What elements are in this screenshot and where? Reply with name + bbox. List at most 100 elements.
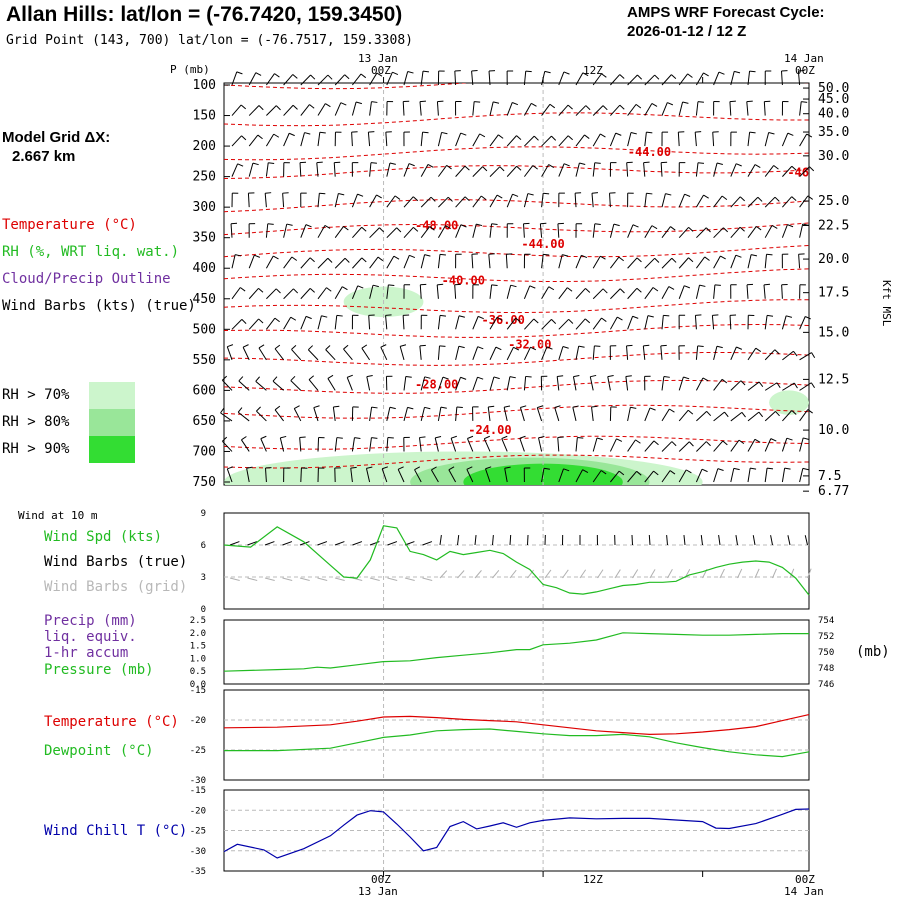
surface-grid-barb <box>667 569 673 579</box>
wind-barb-flag <box>327 257 333 263</box>
bottom-tick-00z-a: 00Z <box>371 873 391 886</box>
temp-tick-label: -25 <box>190 746 206 756</box>
wind-barb <box>747 196 759 208</box>
wind-barb-flag <box>338 193 345 196</box>
wind-barb <box>592 255 601 269</box>
wind-barb-flag <box>235 254 242 257</box>
wind-barb <box>797 71 801 86</box>
wind-barb <box>414 469 422 483</box>
wind-barb <box>437 376 444 391</box>
wind-barb <box>334 102 342 116</box>
wind-barb <box>747 411 760 422</box>
wind-barb-flag <box>255 376 260 382</box>
wind-barb <box>799 101 802 116</box>
wind-barb <box>747 439 756 452</box>
forecast-cycle-label: AMPS WRF Forecast Cycle: <box>627 4 825 21</box>
wind-barb <box>420 254 426 269</box>
pressure-tick-label: 250 <box>193 170 216 185</box>
surface-wind-barb <box>787 535 791 546</box>
wind-barb <box>334 226 344 238</box>
wind-barb <box>558 135 569 147</box>
wind-barb <box>386 227 398 239</box>
surface-grid-barb <box>404 577 415 581</box>
wind-barb <box>554 407 560 422</box>
wind-barb-flag <box>361 257 367 263</box>
wind-barb <box>678 257 689 269</box>
wind-barb-flag <box>242 344 249 348</box>
wind-barb <box>317 437 320 452</box>
wind-barb-flag <box>654 74 660 80</box>
wind-barb <box>300 467 302 483</box>
wind-barb-flag <box>749 70 756 73</box>
wind-barb <box>437 407 442 422</box>
wind-barb-flag <box>774 196 780 202</box>
wind-barb-flag <box>389 162 396 165</box>
wind-barb-flag <box>548 286 555 291</box>
wind-barb-flag <box>313 405 320 409</box>
wind-barb-flag <box>419 436 426 439</box>
wind-barb <box>455 377 461 391</box>
wind-barb <box>325 349 336 361</box>
wind-barb-flag <box>394 195 401 200</box>
wind-barb <box>747 381 760 391</box>
wind-barb <box>472 195 482 208</box>
wind-barb-flag <box>594 162 601 164</box>
wind-barb-flag <box>525 70 532 73</box>
wind-barb <box>607 376 611 391</box>
wind-barb-flag <box>527 193 534 196</box>
wind-barb-flag <box>466 466 473 470</box>
wind-barb <box>264 467 267 483</box>
wind-barb-flag <box>585 288 591 293</box>
wind-barb-flag <box>688 257 694 263</box>
surface-wind-barb <box>735 535 738 546</box>
wind-barb-flag <box>405 376 412 378</box>
wind-barb <box>489 166 501 177</box>
wind-barb <box>265 133 275 147</box>
wind-barb-flag <box>393 255 400 260</box>
wind-barb-flag <box>347 374 353 378</box>
wind-barb-flag <box>734 70 741 74</box>
wind-barb <box>265 223 269 238</box>
wind-barb-flag <box>376 72 383 77</box>
wind-barb-flag <box>635 103 642 109</box>
pressure-tick-label: 200 <box>193 139 216 154</box>
wind-barb-flag <box>222 436 228 442</box>
wind-barb <box>695 345 699 360</box>
wind-barb <box>574 193 577 208</box>
wind-barb <box>448 469 457 483</box>
wind-barb <box>609 223 615 238</box>
wind-barb-flag <box>785 315 793 318</box>
temp-tick-label: -15 <box>190 686 206 696</box>
wind-barb <box>489 194 498 208</box>
wind-barb-flag <box>616 438 623 442</box>
wind-barb <box>300 224 307 238</box>
wind-barb-flag <box>529 285 536 289</box>
temperature-contour-label: -36.00 <box>482 313 525 327</box>
wind-barb-flag <box>258 318 264 324</box>
wind-barb-flag <box>568 318 574 324</box>
wind-barb-flag <box>585 105 591 111</box>
wind-barb-flag <box>274 405 281 411</box>
height-tick-label: 10.0 <box>818 423 849 438</box>
wind-barb-flag <box>581 254 588 259</box>
wind-barb <box>248 72 257 86</box>
wind-barb-flag <box>721 195 728 201</box>
wind-barb-flag <box>671 74 677 80</box>
wind-barb-flag <box>705 227 711 233</box>
wind-barb <box>403 226 414 239</box>
wind-barb <box>242 347 250 361</box>
wind-barb-flag <box>291 256 298 261</box>
wind-barb <box>231 71 238 86</box>
wind-barb-flag <box>740 380 746 386</box>
wind-barb <box>299 162 302 177</box>
wind-barb-flag <box>803 437 810 440</box>
wind-barb-flag <box>357 285 364 289</box>
wind-barb-flag <box>540 222 547 225</box>
bottom-tick-12z: 12Z <box>583 873 603 886</box>
wind-barb <box>293 408 302 422</box>
wind-barb-flag <box>750 254 758 257</box>
wind-barb <box>369 406 373 421</box>
wind-barb <box>503 407 508 422</box>
wind-barb <box>436 284 439 299</box>
wind-barb <box>678 73 689 86</box>
